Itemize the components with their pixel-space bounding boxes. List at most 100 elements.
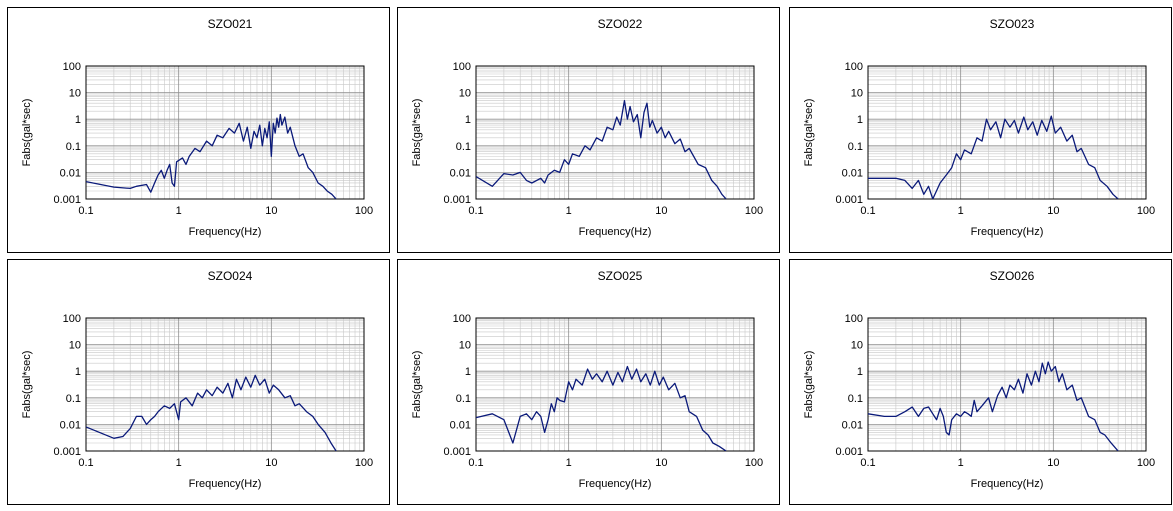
- x-tick-label: 0.1: [860, 457, 875, 469]
- series-line: [476, 365, 727, 451]
- x-tick-label: 0.1: [860, 205, 875, 217]
- x-tick-label: 100: [1137, 205, 1155, 217]
- y-tick-label: 1: [465, 366, 471, 378]
- x-tick-label: 100: [1137, 457, 1155, 469]
- y-tick-label: 0.01: [60, 167, 81, 179]
- gridlines: [475, 65, 755, 200]
- chart-panel-SZO024: SZO024 0.1 1 10 100 0.001 0.01 0.1 1 10 100 Frequen…: [7, 259, 390, 505]
- plot-area-frame: [85, 65, 365, 200]
- y-tick-label: 100: [453, 61, 471, 73]
- y-tick-label: 1: [857, 366, 863, 378]
- gridlines: [85, 65, 365, 200]
- y-tick-label: 100: [845, 61, 863, 73]
- y-tick-label: 10: [459, 88, 471, 100]
- y-tick-label: 0.1: [456, 141, 471, 153]
- gridlines: [475, 317, 755, 452]
- gridlines: [867, 317, 1147, 452]
- x-tick-label: 1: [566, 205, 572, 217]
- x-axis-label: Frequency(Hz): [189, 478, 262, 490]
- y-tick-label: 0.1: [66, 141, 81, 153]
- y-tick-label: 10: [69, 340, 81, 352]
- chart-svg: SZO024 0.1 1 10 100 0.001 0.01 0.1 1 10 100 Frequen…: [21, 269, 373, 490]
- y-tick-label: 0.001: [443, 194, 471, 206]
- x-tick-label: 0.1: [78, 457, 93, 469]
- x-tick-label: 1: [566, 457, 572, 469]
- x-tick-label: 0.1: [468, 205, 483, 217]
- plot-area-frame: [475, 317, 755, 452]
- x-tick-label: 10: [265, 457, 277, 469]
- chart-svg: SZO021 0.1 1 10 100 0.001 0.01 0.1 1 10 100 Frequen…: [21, 17, 373, 238]
- chart-title: SZO023: [990, 17, 1035, 31]
- chart-panel-SZO023: SZO023 0.1 1 10 100 0.001 0.01 0.1 1 10 100 Frequen…: [789, 7, 1172, 253]
- y-tick-label: 0.01: [450, 167, 471, 179]
- chart-svg: SZO022 0.1 1 10 100 0.001 0.01 0.1 1 10 100 Frequen…: [411, 17, 763, 238]
- x-tick-label: 100: [355, 205, 373, 217]
- chart-panel-SZO021: SZO021 0.1 1 10 100 0.001 0.01 0.1 1 10 100 Frequen…: [7, 7, 390, 253]
- y-axis-label: Fabs(gal*sec): [411, 99, 423, 167]
- plot-area-frame: [867, 317, 1147, 452]
- plot-area-frame: [867, 65, 1147, 200]
- chart-svg: SZO025 0.1 1 10 100 0.001 0.01 0.1 1 10 100 Frequen…: [411, 269, 763, 490]
- y-tick-label: 100: [63, 313, 81, 325]
- chart-title: SZO026: [990, 269, 1035, 283]
- x-tick-label: 10: [265, 205, 277, 217]
- y-axis-label: Fabs(gal*sec): [21, 99, 33, 167]
- x-tick-label: 100: [745, 457, 763, 469]
- y-tick-label: 0.001: [53, 194, 81, 206]
- y-tick-label: 1: [465, 114, 471, 126]
- y-tick-label: 0.001: [443, 446, 471, 458]
- y-tick-label: 0.01: [842, 167, 863, 179]
- x-tick-label: 10: [1047, 457, 1059, 469]
- x-tick-label: 100: [745, 205, 763, 217]
- x-tick-label: 1: [176, 457, 182, 469]
- x-tick-label: 10: [655, 457, 667, 469]
- y-tick-label: 100: [453, 313, 471, 325]
- chart-title: SZO024: [208, 269, 253, 283]
- x-tick-label: 1: [958, 457, 964, 469]
- chart-svg: SZO026 0.1 1 10 100 0.001 0.01 0.1 1 10 100 Frequen…: [803, 269, 1155, 490]
- y-tick-label: 0.1: [456, 393, 471, 405]
- y-tick-label: 1: [857, 114, 863, 126]
- y-tick-label: 10: [851, 340, 863, 352]
- y-tick-label: 1: [75, 114, 81, 126]
- y-axis-label: Fabs(gal*sec): [803, 351, 815, 419]
- x-tick-label: 10: [1047, 205, 1059, 217]
- y-tick-label: 100: [63, 61, 81, 73]
- y-tick-label: 0.1: [848, 141, 863, 153]
- x-axis-label: Frequency(Hz): [971, 478, 1044, 490]
- y-tick-label: 0.1: [848, 393, 863, 405]
- y-axis-label: Fabs(gal*sec): [411, 351, 423, 419]
- series-line: [86, 374, 337, 451]
- x-tick-label: 0.1: [78, 205, 93, 217]
- series-line: [868, 361, 1119, 451]
- y-axis-label: Fabs(gal*sec): [803, 99, 815, 167]
- x-axis-label: Frequency(Hz): [579, 226, 652, 238]
- x-tick-label: 1: [176, 205, 182, 217]
- chart-svg: SZO023 0.1 1 10 100 0.001 0.01 0.1 1 10 100 Frequen…: [803, 17, 1155, 238]
- chart-panel-SZO026: SZO026 0.1 1 10 100 0.001 0.01 0.1 1 10 100 Frequen…: [789, 259, 1172, 505]
- plot-area-frame: [475, 65, 755, 200]
- y-tick-label: 0.01: [842, 419, 863, 431]
- x-tick-label: 1: [958, 205, 964, 217]
- y-tick-label: 0.01: [450, 419, 471, 431]
- gridlines: [867, 65, 1147, 200]
- x-axis-label: Frequency(Hz): [579, 478, 652, 490]
- y-tick-label: 0.1: [66, 393, 81, 405]
- x-tick-label: 100: [355, 457, 373, 469]
- y-tick-label: 10: [459, 340, 471, 352]
- y-tick-label: 0.001: [835, 194, 863, 206]
- series-line: [86, 113, 337, 199]
- plot-area-frame: [85, 317, 365, 452]
- x-tick-label: 0.1: [468, 457, 483, 469]
- y-tick-label: 1: [75, 366, 81, 378]
- y-tick-label: 0.001: [53, 446, 81, 458]
- series-line: [868, 115, 1119, 199]
- y-tick-label: 10: [69, 88, 81, 100]
- chart-title: SZO022: [598, 17, 643, 31]
- chart-panel-SZO025: SZO025 0.1 1 10 100 0.001 0.01 0.1 1 10 100 Frequen…: [397, 259, 780, 505]
- chart-title: SZO021: [208, 17, 253, 31]
- chart-title: SZO025: [598, 269, 643, 283]
- gridlines: [85, 317, 365, 452]
- y-tick-label: 10: [851, 88, 863, 100]
